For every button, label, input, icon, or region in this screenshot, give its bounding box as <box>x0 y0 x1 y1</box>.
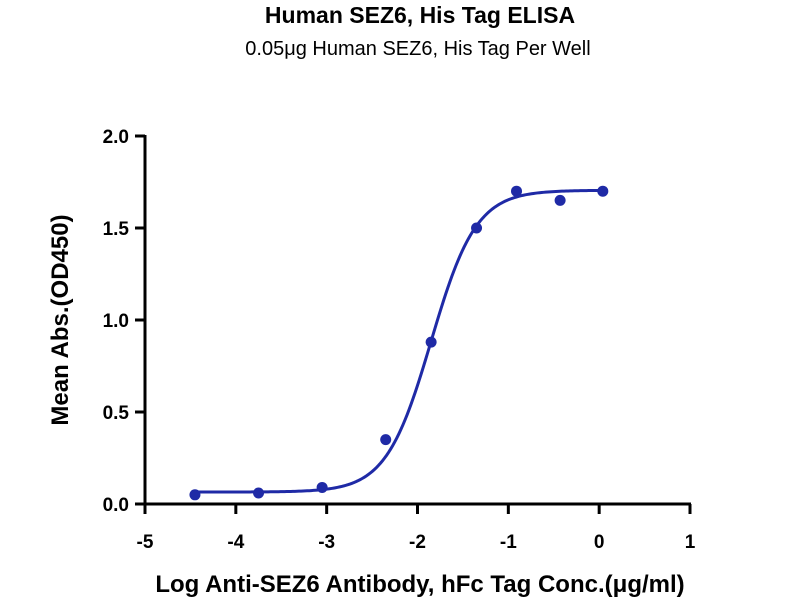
data-point <box>597 185 609 197</box>
fit-curve-layer <box>194 188 603 494</box>
data-point <box>253 487 265 499</box>
y-tick-label: 2.0 <box>103 127 129 148</box>
x-tick-label: -4 <box>227 532 244 553</box>
x-tick-label: -2 <box>409 532 426 553</box>
data-point <box>316 481 328 493</box>
x-axis-title: Log Anti-SEZ6 Antibody, hFc Tag Conc.(μg… <box>155 571 684 598</box>
x-tick-label: -1 <box>500 532 517 553</box>
data-point <box>189 489 201 501</box>
x-tick-label: 1 <box>685 532 696 553</box>
chart-title: Human SEZ6, His Tag ELISA <box>264 2 576 28</box>
y-tick-label: 0.5 <box>103 403 130 424</box>
data-point <box>511 185 523 197</box>
y-tick-label: 1.5 <box>103 219 130 240</box>
x-tick-label: -3 <box>318 532 335 553</box>
data-points-layer <box>189 185 609 501</box>
y-tick-label: 0.0 <box>103 495 129 516</box>
x-tick-label: -5 <box>137 532 154 553</box>
y-axis-title: Mean Abs.(OD450) <box>47 214 74 425</box>
data-point <box>380 434 392 446</box>
x-tick-label: 0 <box>594 532 605 553</box>
data-point <box>554 194 566 206</box>
y-tick-label: 1.0 <box>103 311 129 332</box>
axes: -5 -4 -3 -2 -1 0 1 0.0 0.5 1.0 1.5 2.0 <box>103 127 696 553</box>
data-point <box>471 222 483 234</box>
chart-subtitle: 0.05μg Human SEZ6, His Tag Per Well <box>245 38 591 60</box>
fit-curve <box>194 188 603 494</box>
data-point <box>425 336 437 348</box>
